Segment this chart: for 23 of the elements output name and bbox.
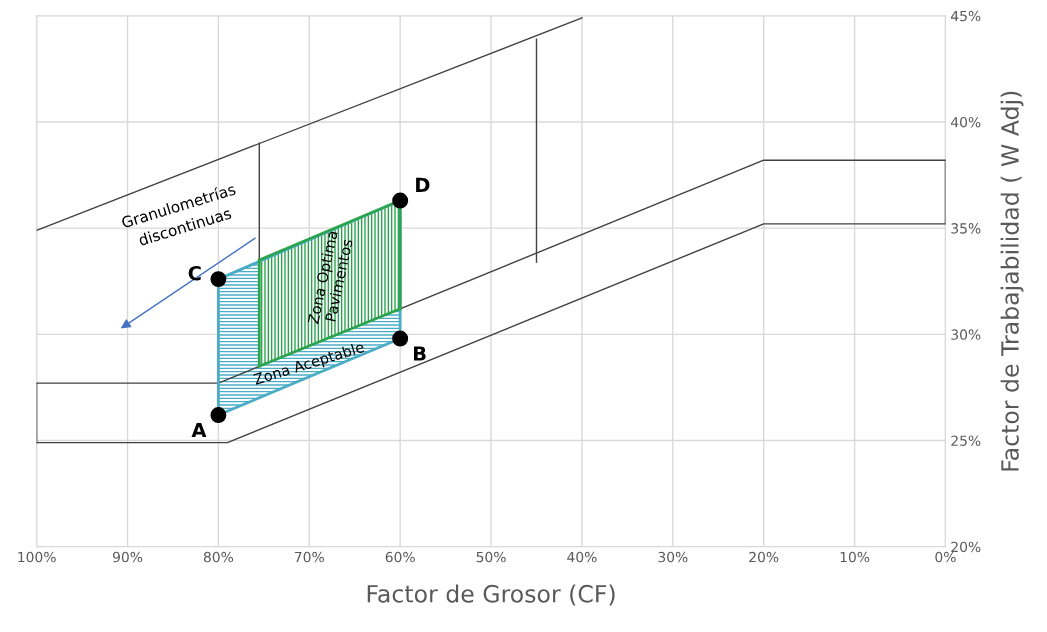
x-tick-label: 70% [294, 551, 324, 563]
y-tick-label: 45% [950, 10, 981, 22]
annotation: A [191, 422, 207, 438]
x-tick-label: 100% [18, 551, 56, 563]
x-tick-label: 10% [840, 551, 870, 563]
x-tick-label: 50% [476, 551, 506, 563]
x-tick-label: 40% [567, 551, 597, 563]
y-tick-label: 40% [950, 116, 981, 128]
annotation: D [416, 177, 430, 193]
y-tick-label: 25% [951, 435, 981, 446]
annotation: C [188, 265, 201, 281]
x-axis-title: Factor de Grosor (CF) [367, 584, 615, 606]
y-axis-title: Factor de Trabajabilidad ( W Adj) [1000, 91, 1024, 471]
x-tick-label: 90% [112, 551, 143, 563]
y-tick-label: 20% [951, 541, 981, 553]
y-tick-label: 35% [951, 223, 981, 234]
annotation: B [413, 346, 426, 361]
x-tick-label: 0% [935, 551, 956, 563]
y-tick-label: 30% [951, 329, 981, 340]
x-tick-label: 30% [658, 551, 688, 563]
x-tick-label: 20% [749, 551, 779, 563]
x-tick-label: 60% [385, 551, 415, 563]
x-tick-label: 80% [203, 551, 234, 563]
